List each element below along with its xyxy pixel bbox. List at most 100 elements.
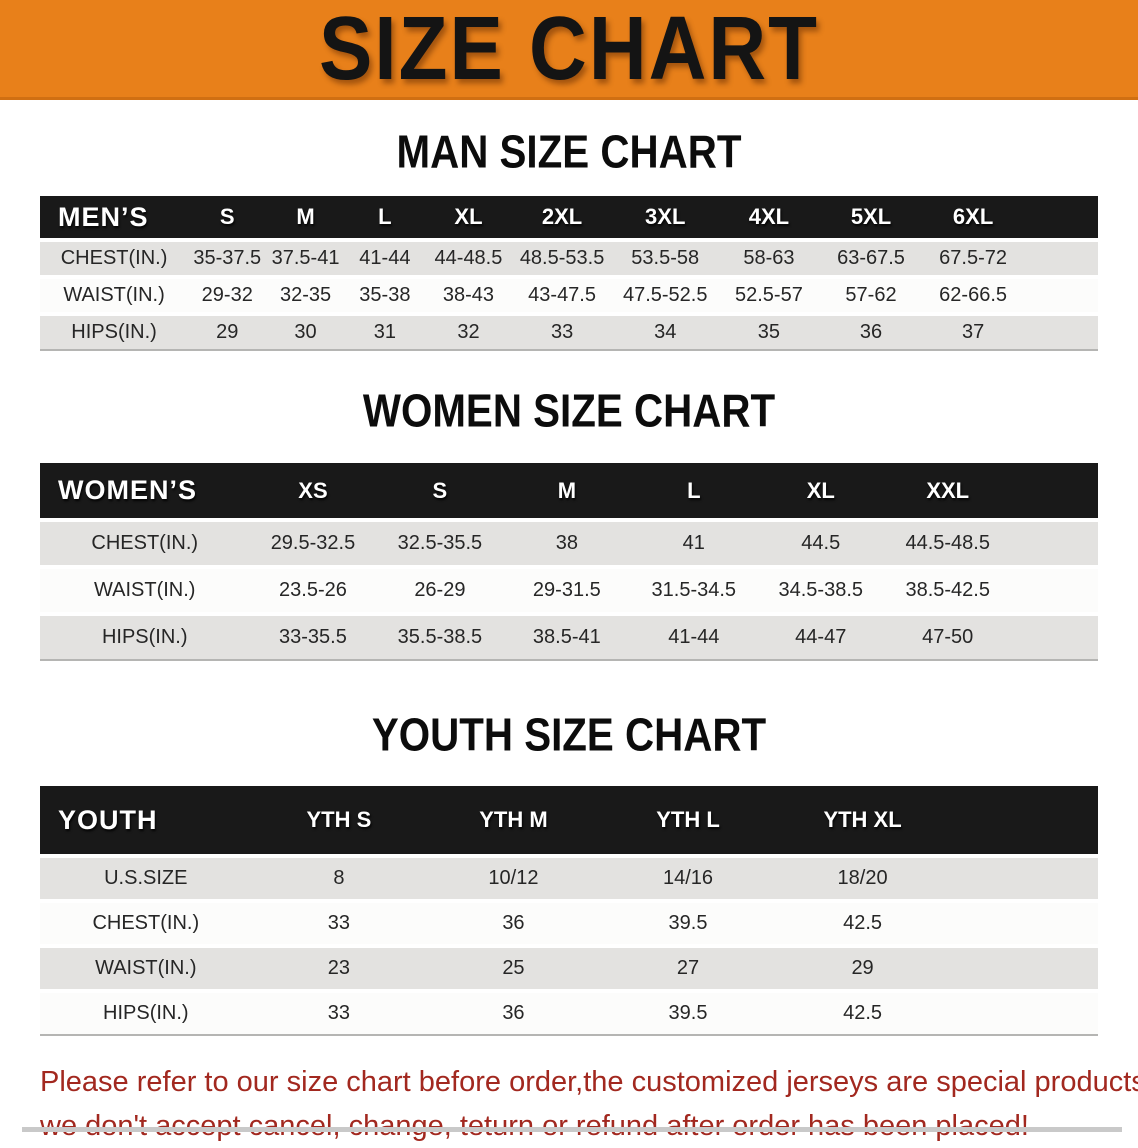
value-cell: 38.5-41 [503, 612, 631, 660]
spacer-cell [949, 854, 1098, 901]
value-cell: 18/20 [775, 854, 950, 901]
column-header: YTH S [251, 786, 427, 856]
table-row: CHEST(IN.) 29.5-32.5 32.5-35.5 38 41 44.5 44.5… [40, 518, 1098, 567]
column-header: XL [757, 463, 885, 520]
value-cell: 57-62 [819, 275, 923, 314]
value-cell: 39.5 [600, 899, 776, 946]
value-cell: 36 [819, 312, 923, 350]
table-title-cell: MEN’S [40, 196, 189, 240]
value-cell: 29 [188, 312, 267, 350]
column-header: L [344, 196, 426, 240]
women-size-table: WOMEN’S XS S M L XL XXL CHEST(IN.) 29.5-32.5 32.5… [40, 463, 1098, 661]
value-cell: 35 [718, 312, 820, 350]
spacer-cell [1011, 518, 1098, 567]
row-label-cell: HIPS(IN.) [40, 989, 252, 1035]
spacer-cell [949, 989, 1098, 1035]
men-table-wrapper: MEN’S S M L XL 2XL 3XL 4XL 5XL 6XL CHEST(IN.) 35-37… [40, 196, 1098, 351]
value-cell: 31 [344, 312, 426, 350]
column-header: 6XL [922, 196, 1024, 240]
banner: SIZE CHART [0, 0, 1138, 100]
spacer-cell [1023, 196, 1098, 240]
column-header: S [376, 463, 504, 520]
value-cell: 29-32 [188, 275, 267, 314]
value-cell: 41-44 [344, 238, 426, 277]
value-cell: 42.5 [775, 899, 950, 946]
banner-title: SIZE CHART [319, 0, 819, 98]
value-cell: 23.5-26 [249, 565, 377, 614]
value-cell: 34.5-38.5 [757, 565, 885, 614]
row-label-cell: WAIST(IN.) [40, 944, 252, 991]
header-row: MEN’S S M L XL 2XL 3XL 4XL 5XL 6XL [40, 196, 1098, 240]
row-label-cell: WAIST(IN.) [40, 565, 250, 614]
table-title-cell: WOMEN’S [40, 463, 250, 520]
row-label-cell: CHEST(IN.) [40, 238, 189, 277]
value-cell: 29.5-32.5 [249, 518, 377, 567]
value-cell: 36 [426, 989, 601, 1035]
value-cell: 39.5 [600, 989, 776, 1035]
column-header: M [503, 463, 631, 520]
value-cell: 32 [425, 312, 512, 350]
notice-line-1: Please refer to our size chart before or… [40, 1066, 1138, 1098]
value-cell: 35-38 [344, 275, 426, 314]
table-row: HIPS(IN.) 33 36 39.5 42.5 [40, 989, 1098, 1035]
value-cell: 30 [266, 312, 345, 350]
value-cell: 33-35.5 [249, 612, 377, 660]
value-cell: 26-29 [376, 565, 504, 614]
spacer-cell [1011, 565, 1098, 614]
youth-table-wrapper: YOUTH YTH S YTH M YTH L YTH XL U.S.SIZE 8 10/12… [40, 786, 1098, 1036]
value-cell: 44.5 [757, 518, 885, 567]
column-header: YTH L [600, 786, 776, 856]
spacer-cell [949, 944, 1098, 991]
value-cell: 47.5-52.5 [612, 275, 719, 314]
column-header: 4XL [718, 196, 820, 240]
value-cell: 63-67.5 [819, 238, 923, 277]
table-row: HIPS(IN.) 29 30 31 32 33 34 35 36 37 [40, 312, 1098, 350]
table-row: WAIST(IN.) 23 25 27 29 [40, 944, 1098, 991]
row-label-cell: CHEST(IN.) [40, 518, 250, 567]
column-header: 2XL [511, 196, 613, 240]
table-row: CHEST(IN.) 33 36 39.5 42.5 [40, 899, 1098, 946]
column-header: 5XL [819, 196, 923, 240]
value-cell: 53.5-58 [612, 238, 719, 277]
value-cell: 44-47 [757, 612, 885, 660]
row-label-cell: HIPS(IN.) [40, 312, 189, 350]
youth-size-table: YOUTH YTH S YTH M YTH L YTH XL U.S.SIZE 8 10/12… [40, 786, 1098, 1036]
women-section-heading: WOMEN SIZE CHART [362, 384, 776, 437]
column-header: YTH XL [775, 786, 950, 856]
spacer-cell [1023, 312, 1098, 350]
table-row: WAIST(IN.) 23.5-26 26-29 29-31.5 31.5-34.5 34… [40, 565, 1098, 614]
value-cell: 67.5-72 [922, 238, 1024, 277]
header-row: WOMEN’S XS S M L XL XXL [40, 463, 1098, 520]
bottom-edge-strip [22, 1127, 1122, 1132]
value-cell: 38-43 [425, 275, 512, 314]
value-cell: 27 [600, 944, 776, 991]
spacer-cell [1023, 275, 1098, 314]
value-cell: 38.5-42.5 [884, 565, 1012, 614]
value-cell: 33 [511, 312, 613, 350]
value-cell: 10/12 [426, 854, 601, 901]
row-label-cell: WAIST(IN.) [40, 275, 189, 314]
spacer-cell [949, 899, 1098, 946]
row-label-cell: U.S.SIZE [40, 854, 252, 901]
value-cell: 33 [251, 989, 427, 1035]
value-cell: 34 [612, 312, 719, 350]
youth-section-heading: YOUTH SIZE CHART [371, 708, 767, 761]
man-section-heading: MAN SIZE CHART [396, 125, 742, 178]
value-cell: 23 [251, 944, 427, 991]
value-cell: 37.5-41 [266, 238, 345, 277]
value-cell: 62-66.5 [922, 275, 1024, 314]
column-header: XS [249, 463, 377, 520]
value-cell: 29 [775, 944, 950, 991]
value-cell: 14/16 [600, 854, 776, 901]
spacer-cell [1011, 612, 1098, 660]
column-header: YTH M [426, 786, 601, 856]
value-cell: 36 [426, 899, 601, 946]
notice-line-2: we don't accept cancel, change, teturn o… [40, 1110, 1029, 1142]
value-cell: 32.5-35.5 [376, 518, 504, 567]
value-cell: 38 [503, 518, 631, 567]
women-table-wrapper: WOMEN’S XS S M L XL XXL CHEST(IN.) 29.5-32.5 32.5… [40, 463, 1098, 661]
value-cell: 41 [630, 518, 758, 567]
column-header: S [188, 196, 267, 240]
value-cell: 43-47.5 [511, 275, 613, 314]
